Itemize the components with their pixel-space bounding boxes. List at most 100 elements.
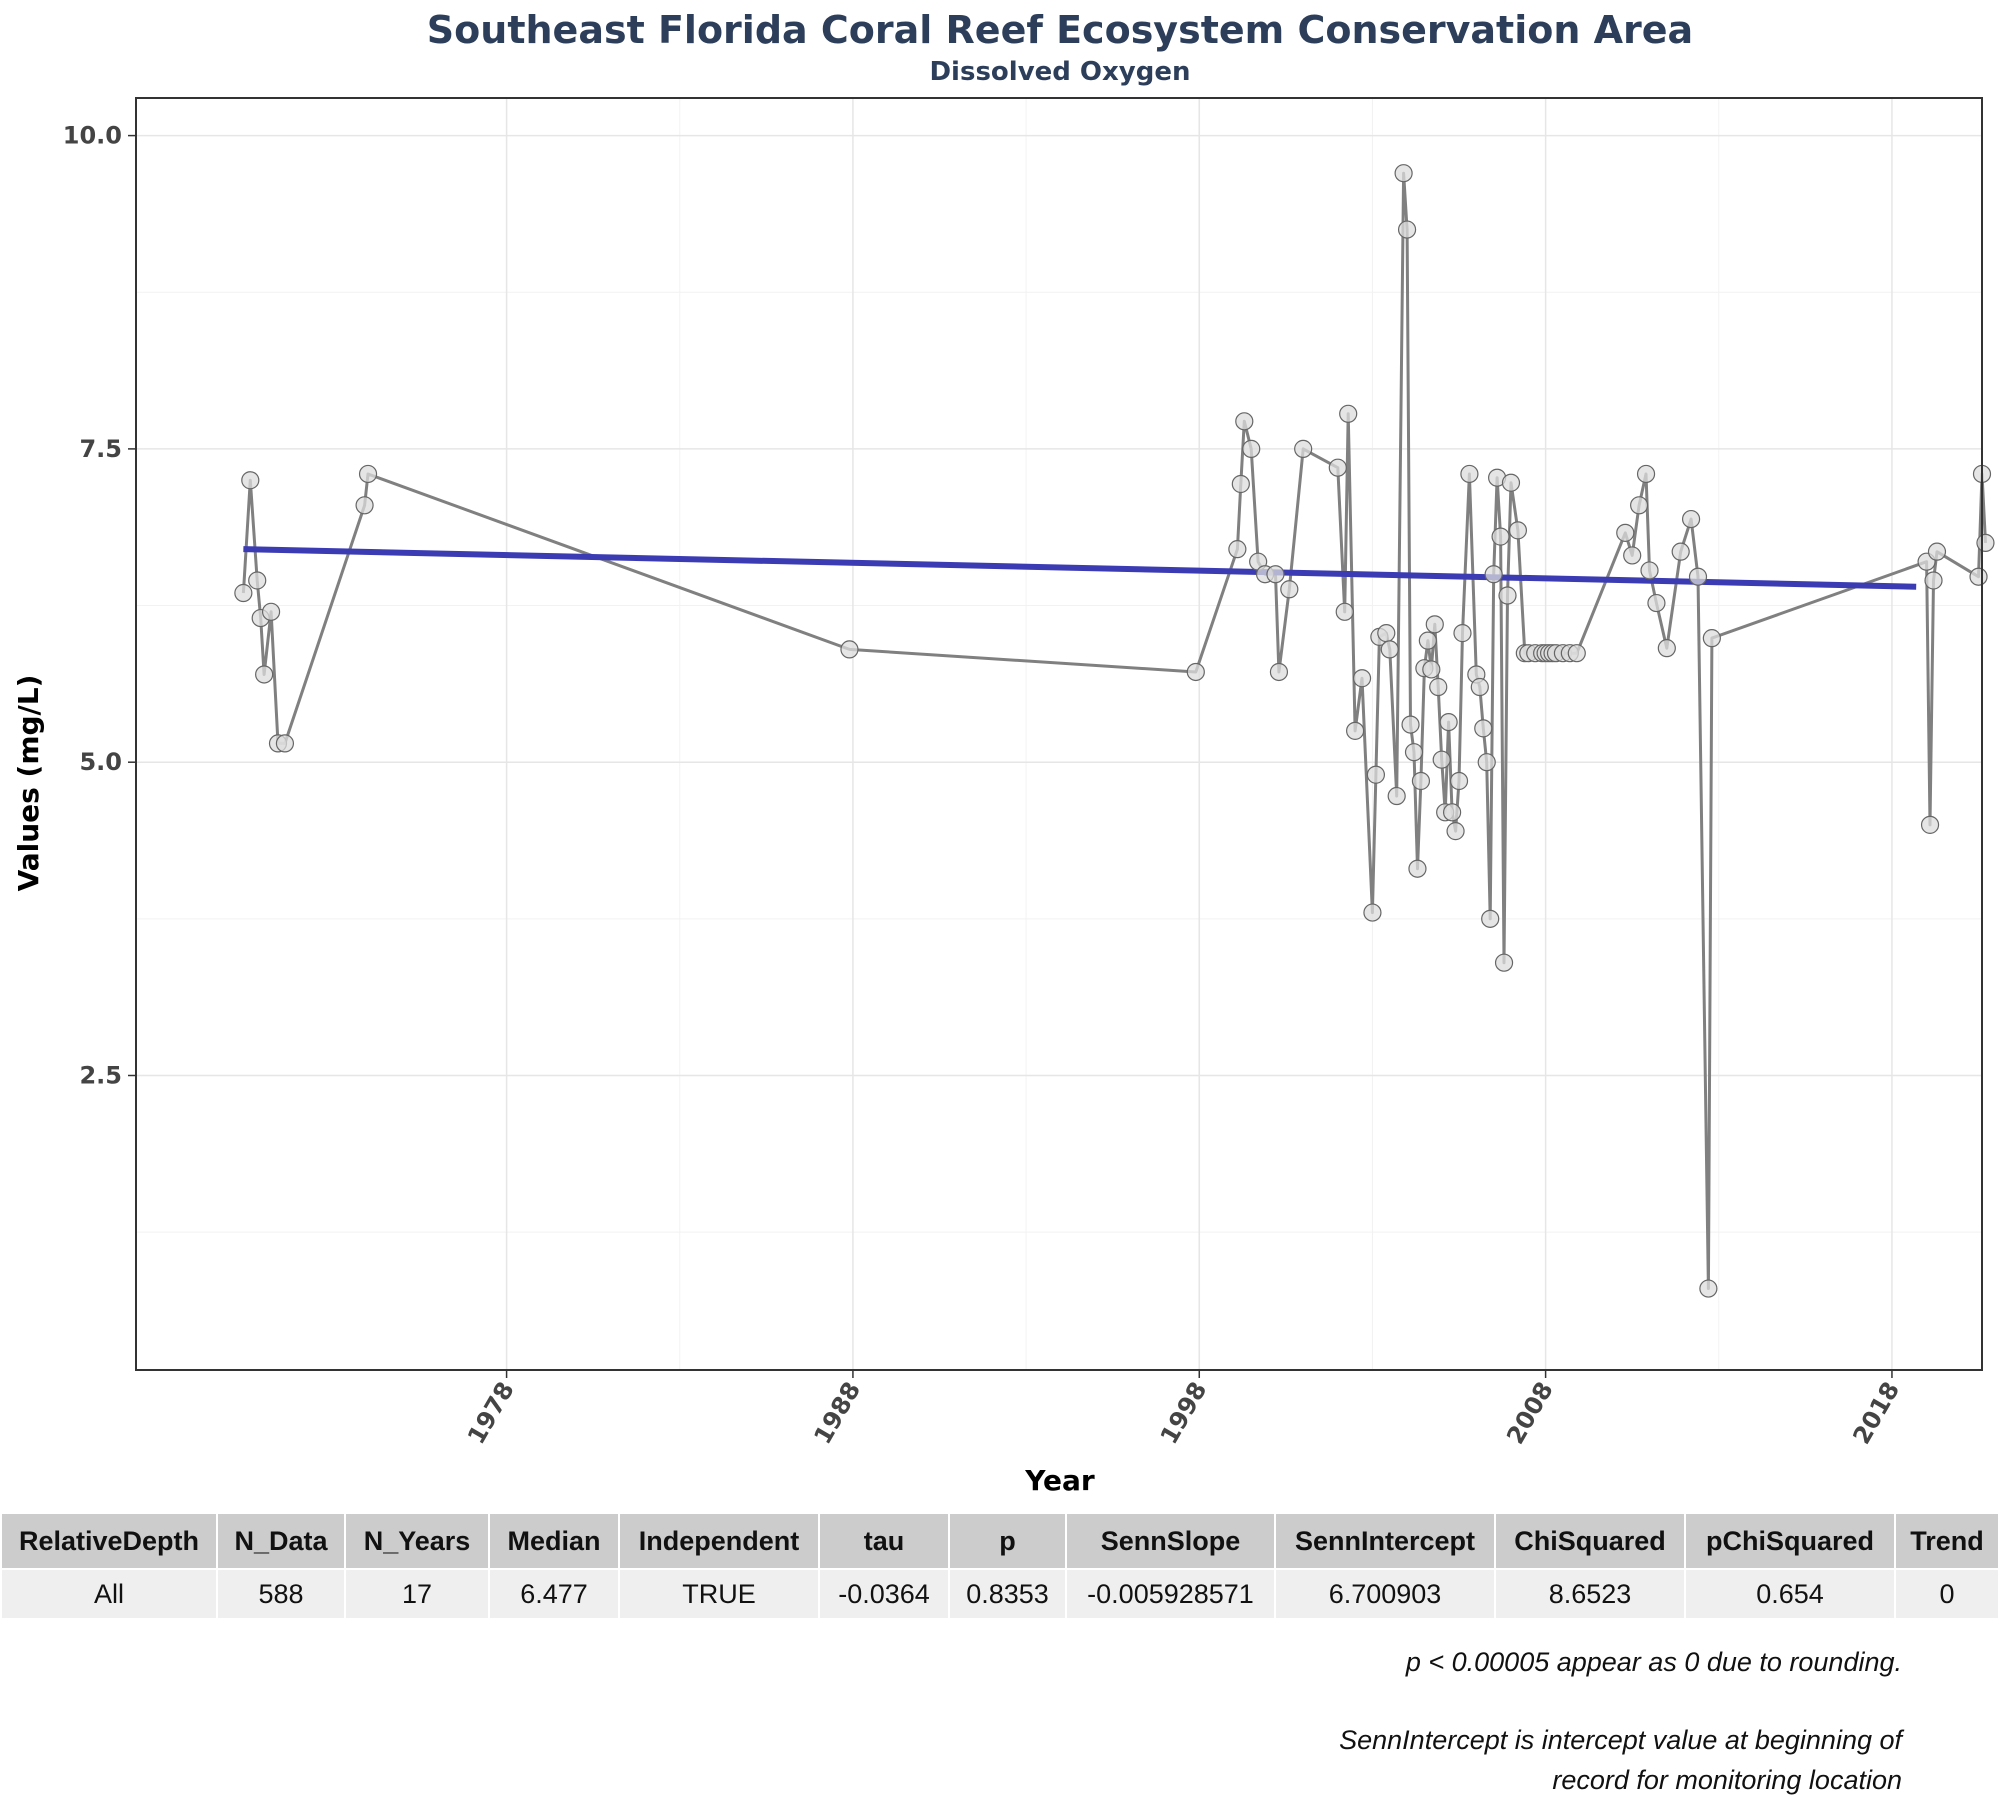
data-point: [1442, 803, 1462, 822]
data-point: [1616, 523, 1635, 542]
series-layer: [234, 164, 1995, 1298]
data-point: [358, 464, 378, 484]
stats-cell: All: [0, 1568, 218, 1620]
data-point: [1335, 602, 1354, 621]
stats-header-cell: p: [948, 1512, 1067, 1570]
stats-cell: 17: [344, 1568, 490, 1620]
x-tick-label: 2018: [1848, 1377, 1906, 1449]
intercept-note-line2: record for monitoring location: [1552, 1765, 1902, 1795]
rounding-note: p < 0.00005 appear as 0 due to rounding.: [1405, 1647, 1902, 1677]
x-tick-label: 1998: [1155, 1377, 1213, 1449]
axis-ticks: 1978 1988 1998 2008 2018 2.5 5.0 7.5 10.0: [63, 122, 1905, 1449]
data-point: [1397, 220, 1417, 239]
stats-cell: 6.477: [488, 1568, 620, 1620]
stats-cell: 0: [1894, 1568, 2000, 1620]
data-point: [1422, 660, 1441, 679]
data-point: [1481, 909, 1500, 928]
stats-cell: -0.0364: [818, 1568, 950, 1620]
y-tick-label: 5.0: [79, 748, 122, 776]
stats-row: All 588 17 6.477 TRUE -0.0364 0.8353 -0.0059285…: [0, 1568, 2000, 1620]
data-point: [1501, 473, 1521, 492]
data-point: [1920, 815, 1940, 834]
data-point: [234, 583, 253, 603]
data-point: [1640, 561, 1659, 580]
data-point: [1269, 662, 1289, 682]
chart: Southeast Florida Coral Reef Ecosystem C…: [12, 8, 1995, 1497]
data-point: [1394, 164, 1413, 183]
data-point: [1671, 542, 1690, 561]
data-point: [1446, 822, 1465, 841]
data-point: [1924, 571, 1943, 590]
x-axis-title: Year: [1024, 1464, 1095, 1497]
data-point: [1636, 464, 1656, 484]
data-point: [1280, 580, 1299, 599]
data-point: [1429, 677, 1448, 697]
data-point: [1186, 662, 1205, 682]
data-point: [1401, 715, 1420, 734]
data-point: [1508, 521, 1528, 540]
data-point: [1498, 586, 1517, 605]
data-point: [1363, 903, 1382, 922]
data-point: [1460, 464, 1479, 484]
data-point: [261, 602, 281, 621]
panel-border: [135, 97, 1983, 1371]
stats-header-cell: tau: [818, 1512, 950, 1570]
x-tick-label: 1988: [808, 1377, 866, 1449]
data-point: [1647, 593, 1666, 613]
data-point: [1567, 644, 1586, 663]
stats-table: RelativeDepth N_Data N_Years Median Independ…: [0, 1512, 2000, 1620]
data-point: [1408, 859, 1427, 878]
data-point: [1411, 771, 1431, 791]
data-point: [1346, 721, 1365, 740]
data-point: [1425, 615, 1444, 634]
data-point: [1681, 509, 1701, 529]
y-tick-label: 2.5: [79, 1061, 122, 1089]
data-point: [1404, 743, 1424, 762]
grid: [136, 98, 1982, 1370]
stats-header-cell: Trend: [1894, 1512, 2000, 1570]
data-point: [1266, 565, 1285, 584]
x-tick-label: 1978: [462, 1377, 520, 1449]
data-point: [1449, 771, 1469, 791]
data-point: [1242, 439, 1261, 458]
stats-cell: 6.700903: [1274, 1568, 1496, 1620]
stats-header-row: RelativeDepth N_Data N_Years Median Independ…: [0, 1512, 2000, 1570]
data-point: [1484, 565, 1503, 584]
data-point: [1976, 533, 1995, 552]
chart-title: Southeast Florida Coral Reef Ecosystem C…: [427, 8, 1693, 52]
stats-header-cell: RelativeDepth: [0, 1512, 218, 1570]
y-axis-title: Values (mg/L): [12, 675, 45, 892]
intercept-note-line1: SennIntercept is intercept value at begi…: [1339, 1725, 1902, 1755]
data-point: [1432, 750, 1451, 769]
data-point: [1387, 786, 1406, 806]
stats-header-cell: ChiSquared: [1494, 1512, 1686, 1570]
stats-header-cell: SennIntercept: [1274, 1512, 1496, 1570]
data-point: [1231, 474, 1250, 494]
data-point: [275, 734, 295, 753]
stats-header-cell: Independent: [618, 1512, 820, 1570]
y-tick-label: 7.5: [79, 435, 122, 463]
data-point: [1328, 458, 1347, 477]
data-point: [840, 640, 859, 659]
stats-cell: TRUE: [618, 1568, 820, 1620]
data-point: [1352, 669, 1372, 688]
data-point: [1688, 567, 1708, 586]
data-point: [1702, 629, 1721, 648]
stats-cell: 0.8353: [948, 1568, 1067, 1620]
data-point: [1623, 546, 1642, 565]
stats-header-cell: N_Years: [344, 1512, 490, 1570]
data-point: [248, 571, 267, 590]
data-point: [1235, 412, 1254, 431]
stats-cell: 0.654: [1684, 1568, 1896, 1620]
stats-cell: 8.6523: [1494, 1568, 1686, 1620]
data-point: [1377, 624, 1396, 643]
data-point: [1418, 631, 1437, 650]
data-point: [1474, 719, 1493, 738]
stats-cell: 588: [216, 1568, 346, 1620]
data-point: [1380, 640, 1399, 659]
data-point: [1494, 953, 1514, 972]
data-point: [1470, 677, 1489, 697]
stats-header-cell: Median: [488, 1512, 620, 1570]
data-point: [1699, 1279, 1718, 1298]
data-point: [1294, 439, 1313, 458]
